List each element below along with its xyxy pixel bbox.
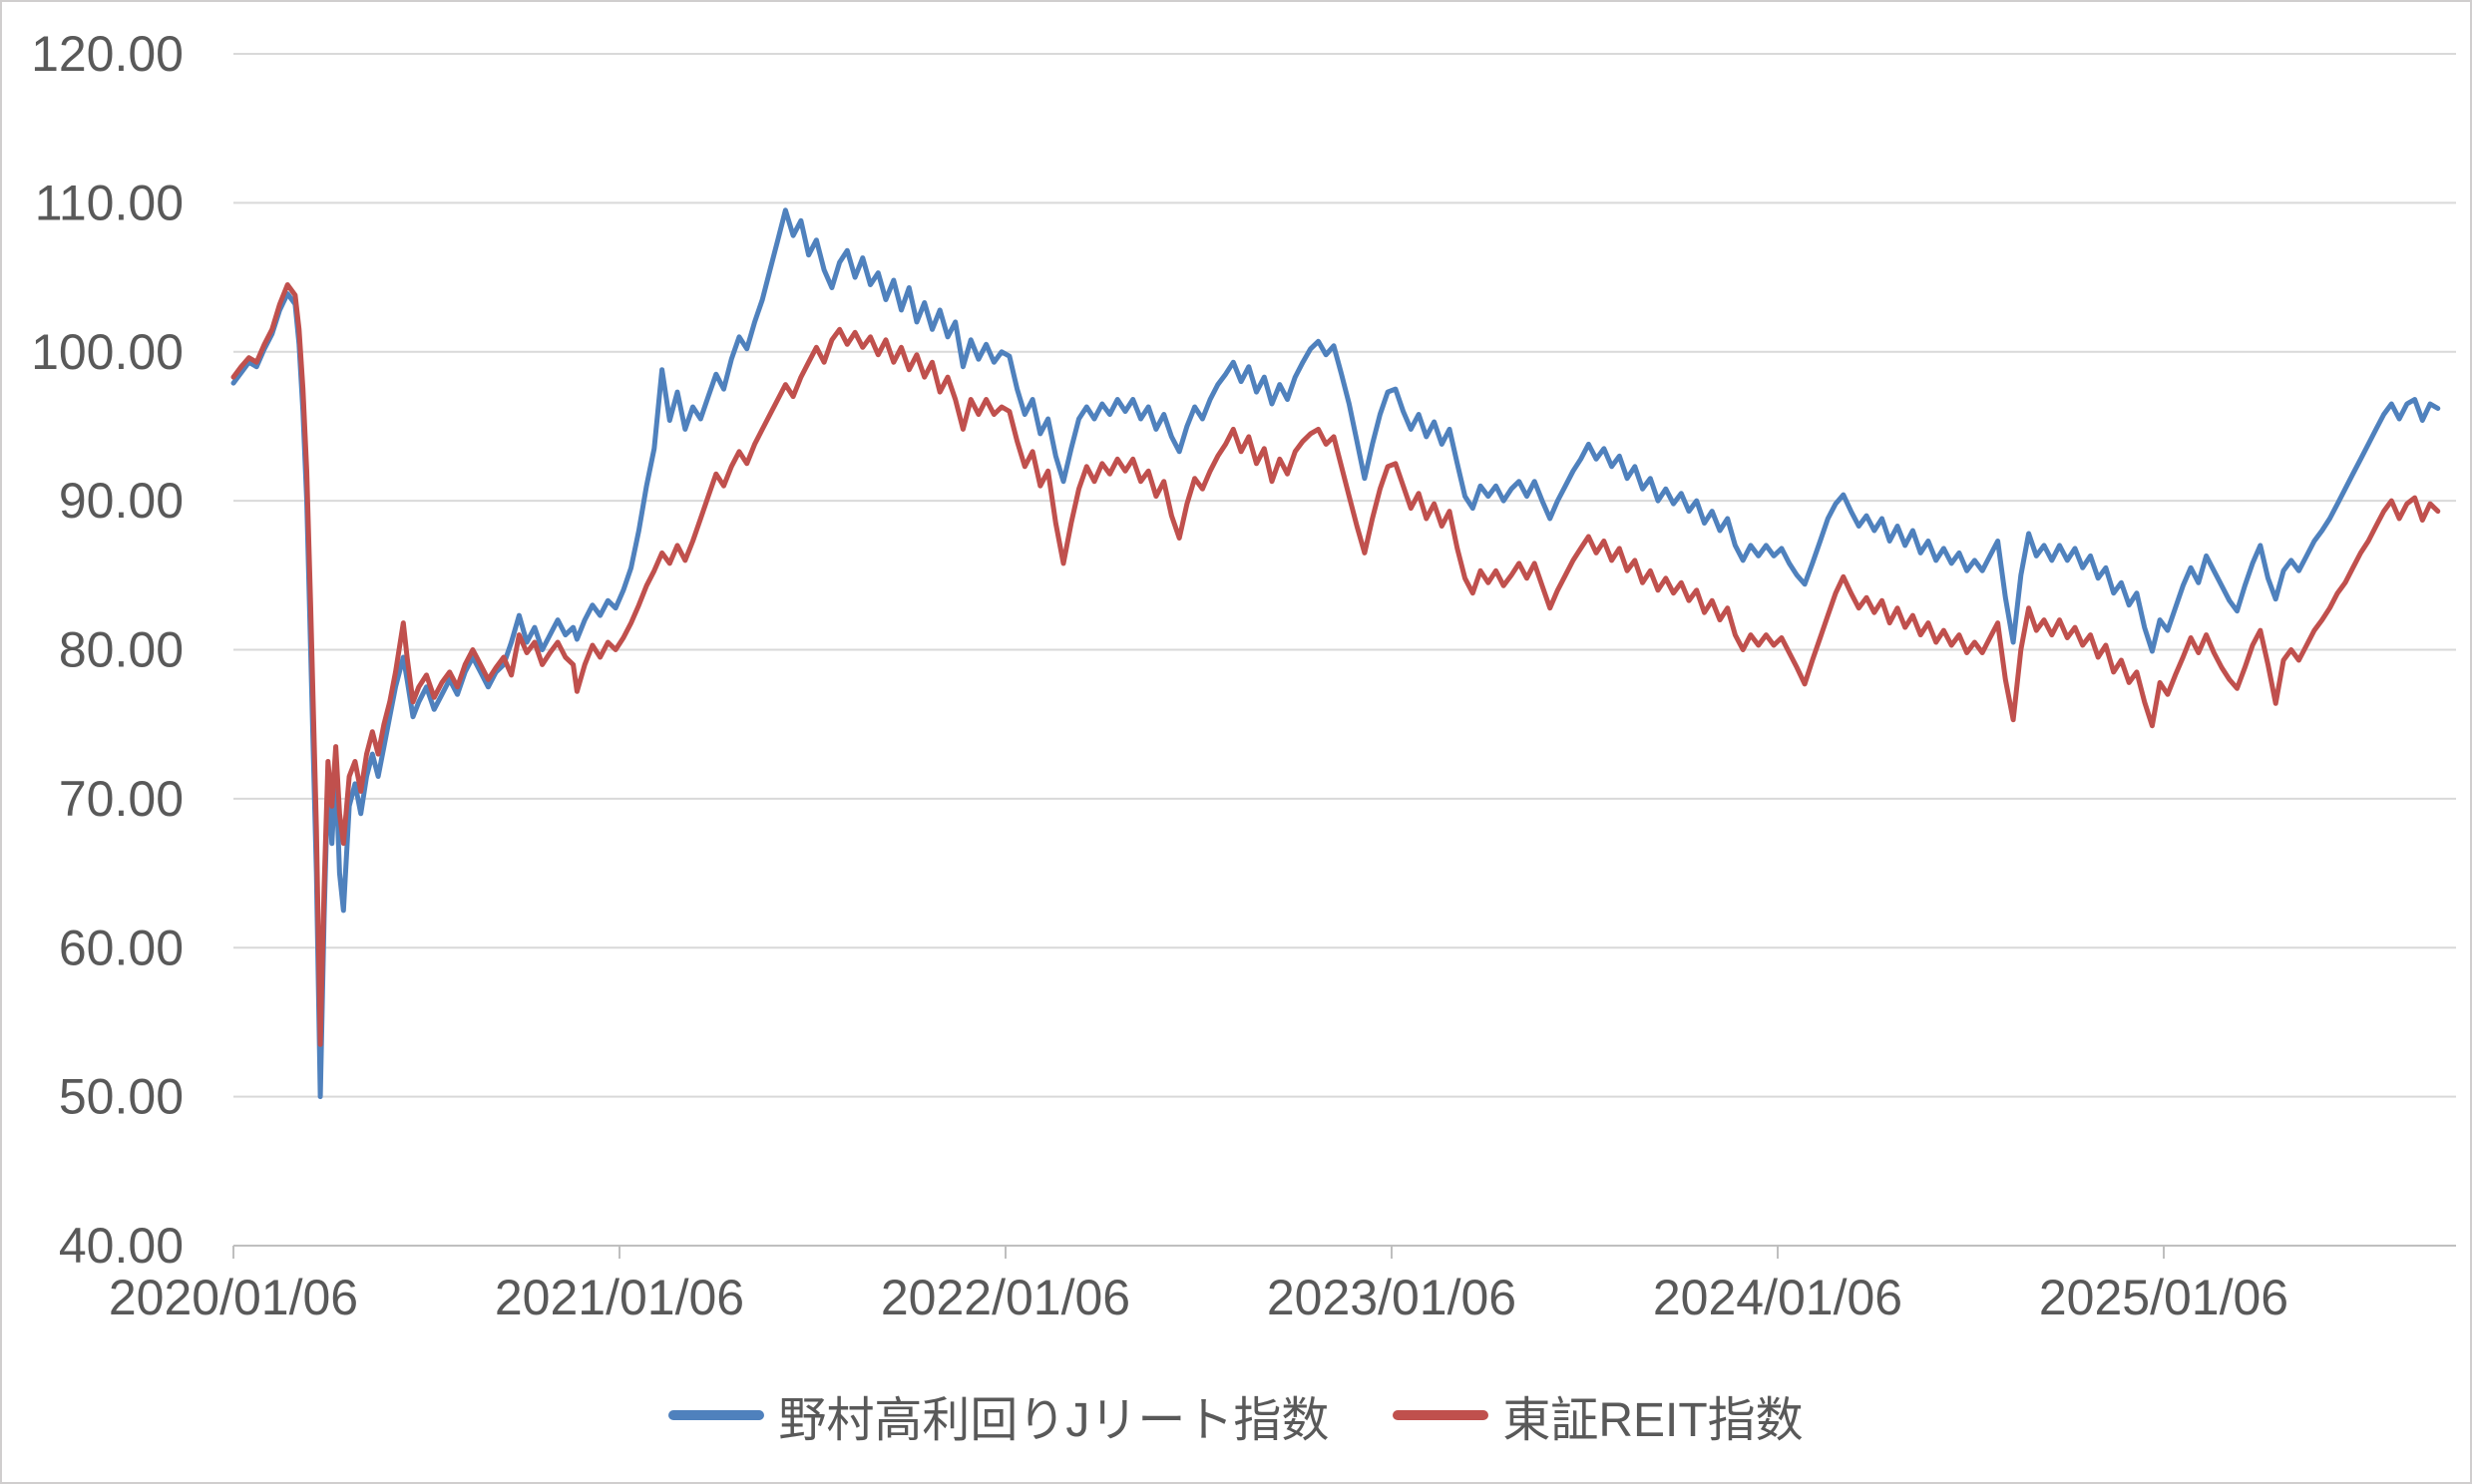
- gridlines: [233, 53, 2456, 1098]
- y-tick-label-60.00: 60.00: [59, 920, 184, 975]
- y-tick-label-110.00: 110.00: [35, 175, 184, 230]
- x-axis: [232, 1245, 2456, 1259]
- x-tick-label-2020/01/06: 2020/01/06: [109, 1270, 358, 1325]
- series-line-tse-reit: [230, 282, 2441, 1047]
- x-tick-label-2021/01/06: 2021/01/06: [495, 1270, 744, 1325]
- legend-item-nomura-high-yield-jreit-index: 野村高利回りJリート指数: [668, 1380, 1329, 1450]
- y-tick-label-100.00: 100.00: [31, 324, 184, 380]
- y-tick-label-40.00: 40.00: [59, 1218, 184, 1274]
- legend-item-tse-reit-index: 東証REIT指数: [1393, 1380, 1804, 1450]
- x-tick-label-2024/01/06: 2024/01/06: [1653, 1270, 1902, 1325]
- x-axis-tick-labels: 2020/01/06 2021/01/06 2022/01/06 2023/01/06…: [109, 1270, 2288, 1325]
- y-tick-label-70.00: 70.00: [59, 771, 184, 827]
- x-tick-label-2023/01/06: 2023/01/06: [1267, 1270, 1516, 1325]
- legend-line-swatch-blue: [668, 1410, 765, 1420]
- legend-line-swatch-red: [1393, 1410, 1489, 1420]
- y-axis-tick-labels: 40.00 50.00 60.00 70.00 80.00 90.00 100.00 110.…: [31, 26, 184, 1274]
- x-tick-label-2025/01/06: 2025/01/06: [2039, 1270, 2288, 1325]
- chart-legend: 野村高利回りJリート指数 東証REIT指数: [2, 1380, 2470, 1450]
- legend-label-nomura-high-yield-jreit-index: 野村高利回りJリート指数: [778, 1394, 1330, 1447]
- legend-label-tse-reit-index: 東証REIT指数: [1502, 1394, 1804, 1447]
- x-tick-label-2022/01/06: 2022/01/06: [881, 1270, 1130, 1325]
- y-tick-label-80.00: 80.00: [59, 622, 184, 678]
- y-tick-label-120.00: 120.00: [31, 26, 184, 82]
- series-lines: [230, 207, 2441, 1100]
- series-line-nomura-high-yield-jreit: [230, 207, 2441, 1100]
- y-tick-label-50.00: 50.00: [59, 1069, 184, 1125]
- y-tick-label-90.00: 90.00: [59, 473, 184, 529]
